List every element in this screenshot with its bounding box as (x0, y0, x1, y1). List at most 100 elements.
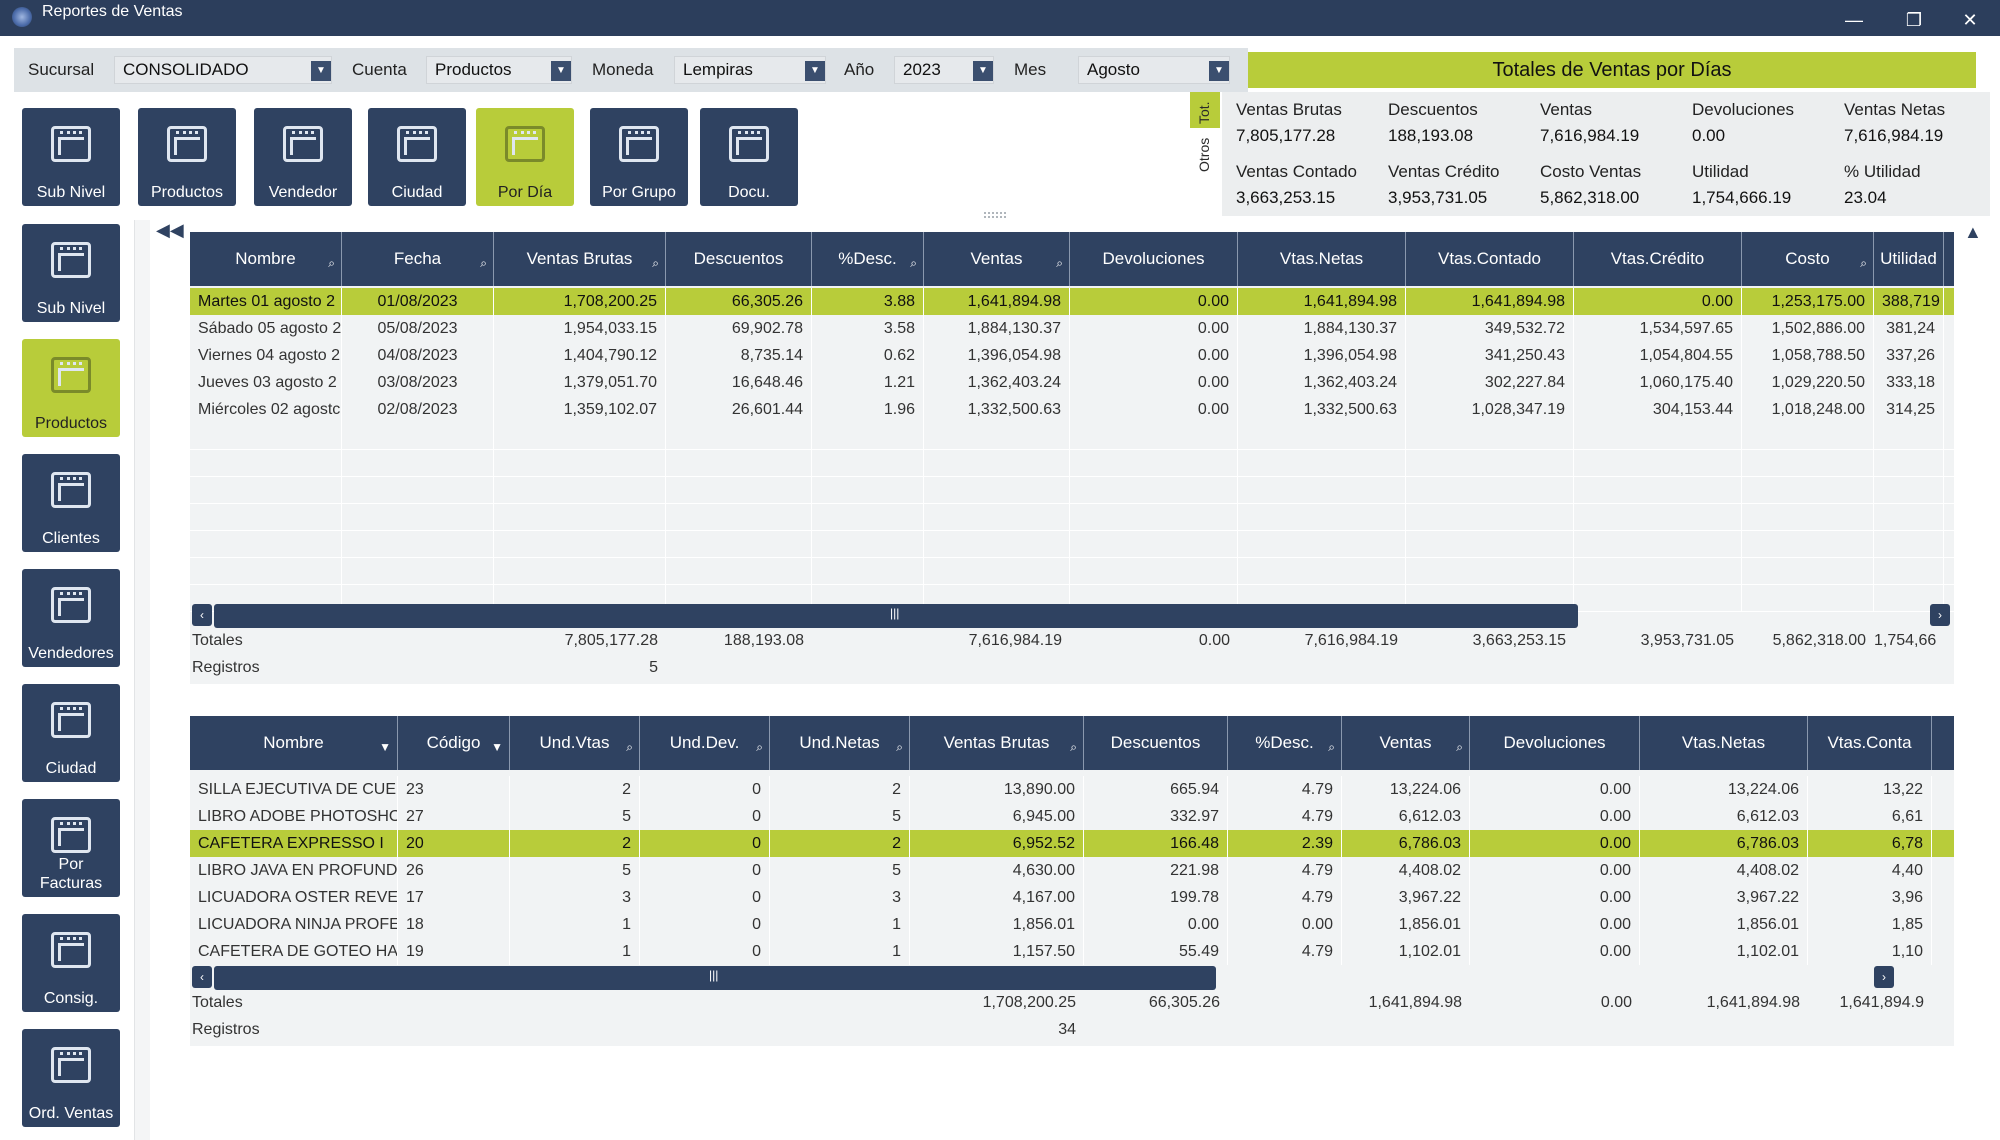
sidebar-scrollbar[interactable] (134, 220, 150, 1140)
search-icon[interactable]: ⌕ (1056, 256, 1063, 270)
table-row[interactable]: Martes 01 agosto 2 01/08/2023 1,708,200.25… (190, 288, 1954, 315)
column-header[interactable]: Devoluciones (1470, 716, 1640, 770)
table-row[interactable]: LICUADORA NINJA PROFE 18 1 0 1 1,856.01 0.00 0.… (190, 911, 1954, 938)
column-header[interactable]: Vtas.Conta (1808, 716, 1932, 770)
column-header[interactable]: Devoluciones (1070, 232, 1238, 286)
sidebar-item-productos[interactable]: Productos (22, 339, 120, 437)
toolbar-button-ciudad[interactable]: Ciudad (368, 108, 466, 206)
chevron-down-icon[interactable]: ▼ (805, 61, 825, 81)
table-cell: 4.79 (1228, 857, 1342, 884)
close-button[interactable]: ✕ (1962, 10, 1978, 30)
column-header[interactable]: Descuentos (1084, 716, 1228, 770)
column-header[interactable]: Vtas.Crédito (1574, 232, 1742, 286)
sidebar-item-sub-nivel[interactable]: Sub Nivel (22, 224, 120, 322)
scroll-right-button[interactable]: › (1874, 966, 1894, 988)
anio-select[interactable]: 2023 ▼ (894, 56, 994, 84)
moneda-select[interactable]: Lempiras ▼ (674, 56, 826, 84)
column-header[interactable]: Costo ⌕ (1742, 232, 1874, 286)
search-icon[interactable]: ⌕ (1328, 740, 1335, 754)
search-icon[interactable]: ⌕ (480, 256, 487, 270)
table-row[interactable]: LIBRO ADOBE PHOTOSHO 27 5 0 5 6,945.00 332.97 4… (190, 803, 1954, 830)
column-header[interactable]: Ventas Brutas ⌕ (910, 716, 1084, 770)
cuenta-select[interactable]: Productos ▼ (426, 56, 572, 84)
scroll-left-button[interactable]: ‹ (192, 604, 212, 626)
scroll-top-icon[interactable]: ▲ (1964, 222, 1982, 242)
toolbar-button-productos[interactable]: Productos (138, 108, 236, 206)
table-row[interactable]: Jueves 03 agosto 2 03/08/2023 1,379,051.70… (190, 369, 1954, 396)
toolbar-button-vendedor[interactable]: Vendedor (254, 108, 352, 206)
column-header[interactable]: Vtas.Contado (1406, 232, 1574, 286)
search-icon[interactable]: ⌕ (626, 740, 633, 754)
chevron-down-icon[interactable]: ▼ (311, 61, 331, 81)
column-header[interactable]: Ventas ⌕ (924, 232, 1070, 286)
toolbar-button-por-d-a[interactable]: Por Día (476, 108, 574, 206)
column-header[interactable]: Ventas ⌕ (1342, 716, 1470, 770)
column-header[interactable]: Und.Dev. ⌕ (640, 716, 770, 770)
sidebar-item-por-facturas[interactable]: Por Facturas (22, 799, 120, 897)
horizontal-scrollbar-thumb[interactable]: ||| (214, 604, 1578, 628)
chevron-down-icon[interactable]: ▼ (1209, 61, 1229, 81)
search-icon[interactable]: ⌕ (1456, 740, 1463, 754)
table-row[interactable]: SILLA EJECUTIVA DE CUEF 23 2 0 2 13,890.00 665… (190, 776, 1954, 803)
column-header[interactable]: %Desc. ⌕ (1228, 716, 1342, 770)
search-icon[interactable]: ⌕ (652, 256, 659, 270)
search-icon[interactable]: ⌕ (896, 740, 903, 754)
column-header[interactable]: Vtas.Netas (1238, 232, 1406, 286)
table-cell: 2 (510, 830, 640, 857)
toolbar-button-docu-[interactable]: Docu. (700, 108, 798, 206)
chevron-down-icon[interactable]: ▼ (551, 61, 571, 81)
scroll-right-button[interactable]: › (1930, 604, 1950, 626)
table-row[interactable]: CAFETERA EXPRESSO I 20 2 0 2 6,952.52 166.48 2.… (190, 830, 1954, 857)
table-row[interactable]: Sábado 05 agosto 2 05/08/2023 1,954,033.15… (190, 315, 1954, 342)
table-row[interactable]: LICUADORA OSTER REVEI 17 3 0 3 4,167.00 199.78… (190, 884, 1954, 911)
horizontal-scrollbar-thumb[interactable]: ||| (214, 966, 1216, 990)
sidebar-item-clientes[interactable]: Clientes (22, 454, 120, 552)
chevron-down-icon[interactable]: ▼ (973, 61, 993, 81)
tab-tot-label[interactable]: Tot. (1196, 101, 1212, 124)
minimize-button[interactable]: — (1845, 10, 1863, 30)
footer-ventas-brutas: 1,708,200.25 (982, 994, 1076, 1011)
column-header[interactable]: %Desc. ⌕ (812, 232, 924, 286)
search-icon[interactable]: ⌕ (328, 256, 335, 270)
splitter-handle[interactable] (984, 212, 1006, 218)
table-row[interactable]: CAFETERA DE GOTEO HAI 19 1 0 1 1,157.50 55.49 4… (190, 938, 1954, 965)
summary-value: 7,616,984.19 (1540, 126, 1640, 145)
restore-button[interactable]: ❐ (1905, 10, 1923, 30)
search-icon[interactable]: ⌕ (1070, 740, 1077, 754)
table-cell: 17 (398, 884, 510, 911)
column-header[interactable]: Fecha ⌕ (342, 232, 494, 286)
sidebar-item-vendedores[interactable]: Vendedores (22, 569, 120, 667)
table-cell: 5 (770, 803, 910, 830)
sidebar-item-ord-ventas[interactable]: Ord. Ventas (22, 1029, 120, 1127)
column-header[interactable]: Und.Netas ⌕ (770, 716, 910, 770)
table-row[interactable]: Miércoles 02 agostc 02/08/2023 1,359,102.0… (190, 396, 1954, 423)
column-header[interactable]: Vtas.Netas (1640, 716, 1808, 770)
table-row[interactable]: Viernes 04 agosto 2 04/08/2023 1,404,790.1… (190, 342, 1954, 369)
sidebar-item-consig-[interactable]: Consig. (22, 914, 120, 1012)
footer-devoluciones: 0.00 (1600, 994, 1632, 1011)
sidebar-item-ciudad[interactable]: Ciudad (22, 684, 120, 782)
totals-tabs: Tot. Otros (1190, 92, 1222, 216)
mes-select[interactable]: Agosto ▼ (1078, 56, 1230, 84)
toolbar-button-sub-nivel[interactable]: Sub Nivel (22, 108, 120, 206)
collapse-icon[interactable]: ◀◀ (156, 220, 184, 240)
filter-icon[interactable]: ▼ (379, 740, 391, 754)
table-row[interactable]: LIBRO JAVA EN PROFUNDI 26 5 0 5 4,630.00 221.9… (190, 857, 1954, 884)
scroll-left-button[interactable]: ‹ (192, 966, 212, 988)
column-header[interactable]: Código ▼ (398, 716, 510, 770)
toolbar-button-por-grupo[interactable]: Por Grupo (590, 108, 688, 206)
column-header[interactable]: Und.Vtas ⌕ (510, 716, 640, 770)
column-header[interactable]: Nombre ⌕ (190, 232, 342, 286)
column-header[interactable]: Ventas Brutas ⌕ (494, 232, 666, 286)
search-icon[interactable]: ⌕ (910, 256, 917, 270)
sucursal-select[interactable]: CONSOLIDADO ▼ (114, 56, 332, 84)
search-icon[interactable]: ⌕ (756, 740, 763, 754)
column-header[interactable]: Nombre ▼ (190, 716, 398, 770)
filter-icon[interactable]: ▼ (491, 740, 503, 754)
tab-tot[interactable] (1190, 92, 1220, 128)
tab-otros-label[interactable]: Otros (1196, 137, 1212, 172)
table-cell: 1,379,051.70 (494, 369, 666, 396)
column-header[interactable]: Descuentos (666, 232, 812, 286)
column-header[interactable]: Utilidad (1874, 232, 1944, 286)
search-icon[interactable]: ⌕ (1860, 256, 1867, 270)
